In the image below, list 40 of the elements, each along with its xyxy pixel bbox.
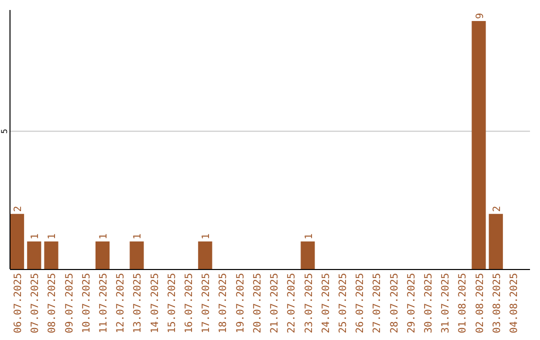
x-tick-label: 19.07.2025 [235, 273, 246, 334]
x-tick-label: 23.07.2025 [304, 273, 315, 334]
x-tick-label: 06.07.2025 [13, 273, 24, 334]
x-tick-label: 26.07.2025 [355, 273, 366, 334]
x-tick-label: 11.07.2025 [98, 273, 110, 334]
x-tick-label: 20.07.2025 [252, 273, 264, 334]
x-tick-label: 24.07.2025 [320, 273, 332, 334]
x-tick-label: 07.07.2025 [30, 273, 42, 334]
data-label: 9 [474, 12, 486, 20]
data-label: 1 [304, 233, 315, 240]
x-tick-label: 03.08.2025 [492, 273, 503, 334]
x-tick-label: 31.07.2025 [440, 273, 452, 334]
x-tick-label: 10.07.2025 [81, 273, 92, 334]
x-tick-label: 16.07.2025 [184, 273, 196, 334]
x-tick-label: 01.08.2025 [458, 273, 469, 334]
x-tick-label: 09.07.2025 [64, 273, 76, 334]
x-tick-label: 08.07.2025 [47, 273, 58, 334]
data-label: 1 [47, 233, 58, 240]
x-tick-label: 28.07.2025 [389, 273, 400, 334]
data-label: 1 [98, 233, 110, 240]
x-tick-label: 17.07.2025 [201, 273, 212, 334]
x-tick-label: 04.08.2025 [508, 273, 520, 334]
data-label: 2 [492, 206, 503, 212]
x-tick-label: 29.07.2025 [406, 273, 418, 334]
x-tick-label: 18.07.2025 [218, 273, 230, 334]
data-label: 1 [201, 233, 212, 240]
x-tick-label: 12.07.2025 [116, 273, 127, 334]
data-label: 2 [13, 206, 24, 212]
y-tick-label: 5 [0, 128, 9, 134]
x-tick-label: 14.07.2025 [150, 273, 161, 334]
data-label: 1 [30, 233, 42, 240]
x-tick-label: 15.07.2025 [166, 273, 178, 334]
x-tick-label: 27.07.2025 [372, 273, 384, 334]
x-tick-label: 22.07.2025 [286, 273, 298, 334]
x-tick-label: 21.07.2025 [270, 273, 281, 334]
x-tick-label: 13.07.2025 [132, 273, 144, 334]
data-label: 1 [132, 233, 144, 240]
x-tick-label: 25.07.2025 [338, 273, 349, 334]
x-tick-label: 30.07.2025 [423, 273, 434, 334]
x-tick-label: 02.08.2025 [474, 273, 486, 334]
